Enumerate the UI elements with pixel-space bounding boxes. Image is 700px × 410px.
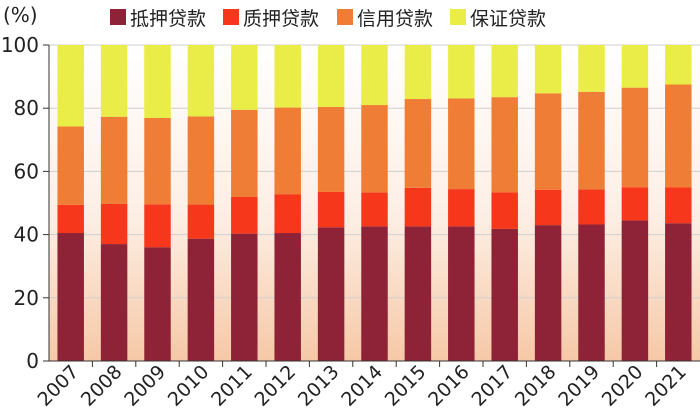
y-tick-label: 60 [14, 159, 39, 183]
bar-segment [57, 126, 84, 205]
bar-segment [621, 87, 649, 188]
x-tick-label: 2017 [467, 361, 517, 410]
bar-segment [231, 233, 258, 361]
y-tick-label: 0 [26, 349, 39, 373]
bar-segment [274, 45, 301, 108]
bar-segment [491, 97, 518, 193]
legend-swatch [110, 9, 126, 25]
bar-segment [187, 204, 215, 239]
bar-segment [57, 204, 84, 234]
x-tick-label: 2012 [250, 361, 300, 410]
legend-label: 抵押贷款 [130, 8, 206, 30]
bar-segment [534, 93, 562, 190]
bar-segment [665, 45, 692, 85]
x-tick-label: 2010 [164, 361, 214, 410]
bar-segment [144, 247, 171, 361]
bar-segment [665, 187, 692, 224]
bar-segment [534, 225, 562, 361]
legend-label: 信用贷款 [357, 8, 433, 30]
bar-segment [144, 45, 171, 118]
y-tick-label: 100 [1, 33, 39, 57]
bar-segment [448, 45, 475, 99]
legend-swatch [450, 9, 466, 25]
x-tick-label: 2008 [77, 361, 127, 410]
bar-segment [665, 223, 692, 361]
legend-label: 质押贷款 [243, 8, 319, 30]
bar-segment [491, 45, 518, 98]
bar-segment [231, 196, 258, 234]
bar-segment [404, 99, 432, 188]
bar-segment [621, 187, 649, 221]
bar-segment [448, 189, 475, 227]
bar-segment [361, 192, 388, 227]
bar-segment [491, 192, 518, 229]
bar-segment [665, 84, 692, 188]
bar-segment [274, 194, 301, 234]
bar-segment [100, 45, 128, 117]
bar-segment [274, 233, 301, 361]
bar-segment [317, 45, 345, 107]
bar-segment [578, 224, 605, 361]
bar-segment [448, 226, 475, 361]
bar-segment [231, 45, 258, 110]
x-tick-label: 2013 [294, 361, 344, 410]
bar-segment [57, 233, 84, 361]
bar-segment [100, 203, 128, 245]
bar-segment [621, 220, 649, 361]
y-tick-label: 40 [14, 223, 39, 247]
bar-segment [144, 117, 171, 205]
bar-segment [361, 226, 388, 361]
bar-segment [361, 45, 388, 106]
bar-segment [187, 45, 215, 117]
x-tick-label: 2007 [33, 361, 83, 410]
bar-segment [317, 106, 345, 192]
legend-swatch [337, 9, 353, 25]
bar-segment [231, 109, 258, 197]
x-tick-label: 2016 [424, 361, 474, 410]
y-axis-unit-label: (%) [3, 3, 38, 27]
x-tick-label: 2011 [207, 361, 257, 410]
bar-segment [578, 45, 605, 92]
bar-segment [491, 228, 518, 361]
bar-segment [317, 191, 345, 228]
y-tick-label: 80 [14, 96, 39, 120]
bar-segment [534, 45, 562, 94]
bar-segment [187, 116, 215, 205]
bar-segment [100, 116, 128, 204]
bar-segment [448, 98, 475, 190]
bar-segment [404, 187, 432, 227]
y-tick-label: 20 [14, 286, 39, 310]
bar-segment [57, 45, 84, 127]
x-tick-label: 2009 [120, 361, 170, 410]
bar-segment [274, 107, 301, 195]
x-tick-label: 2021 [641, 361, 691, 410]
x-tick-label: 2015 [381, 361, 431, 410]
bar-segment [187, 238, 215, 361]
bar-segment [578, 189, 605, 225]
bar-segment [100, 244, 128, 361]
bar-segment [361, 105, 388, 193]
x-tick-label: 2019 [554, 361, 604, 410]
bar-segment [578, 91, 605, 190]
bar-segment [144, 204, 171, 248]
bar-segment [404, 45, 432, 100]
bar-segment [621, 45, 649, 88]
bar-segment [534, 189, 562, 226]
bar-segment [404, 226, 432, 361]
x-tick-label: 2020 [598, 361, 648, 410]
x-tick-label: 2014 [337, 361, 387, 410]
legend-label: 保证贷款 [470, 8, 546, 30]
bar-segment [317, 227, 345, 361]
x-tick-label: 2018 [511, 361, 561, 410]
legend-swatch [223, 9, 239, 25]
